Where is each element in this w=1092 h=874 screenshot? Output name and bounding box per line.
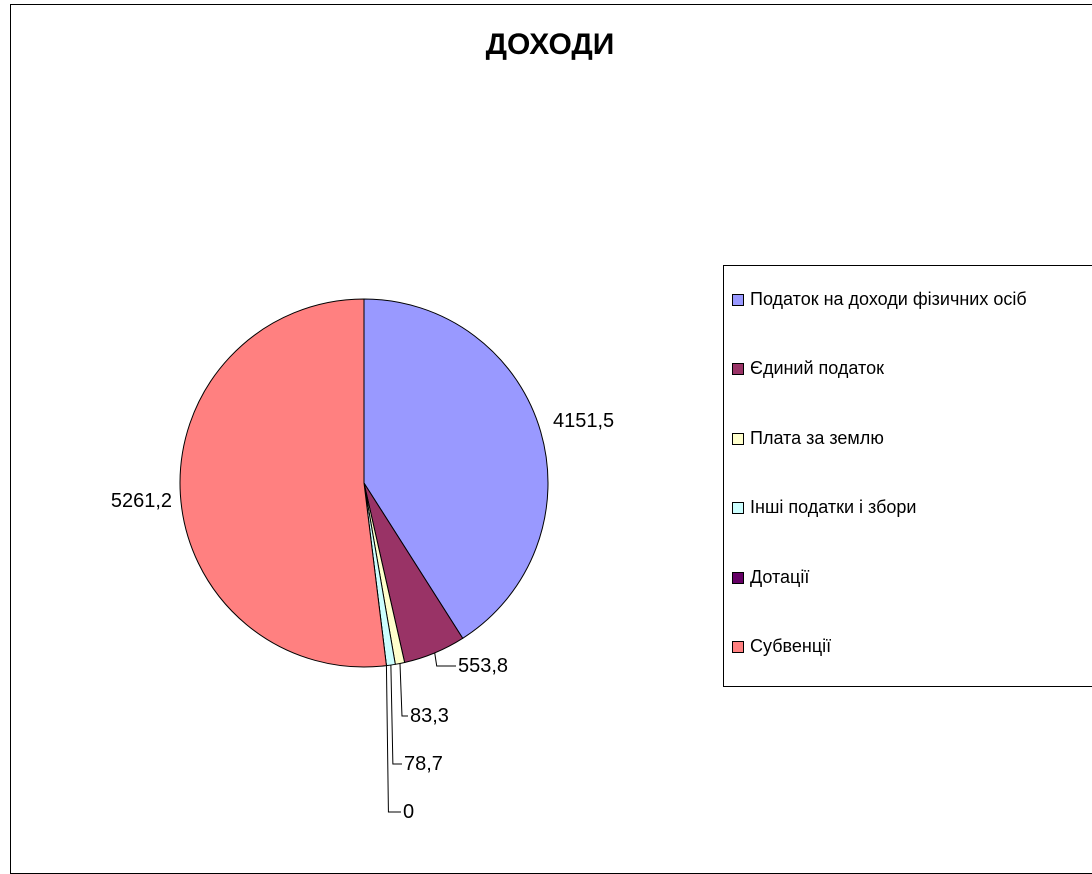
chart-title: ДОХОДИ <box>485 28 615 61</box>
legend-label: Дотації <box>750 567 810 587</box>
data-label: 5261,2 <box>111 490 172 512</box>
legend-swatch <box>732 432 744 445</box>
data-label: 78,7 <box>404 753 443 775</box>
legend-label: Субвенції <box>750 636 832 656</box>
legend-swatch <box>732 501 744 514</box>
legend: Податок на доходи фізичних осіб Єдиний по… <box>723 265 1092 687</box>
data-label: 0 <box>403 801 414 823</box>
legend-label: Єдиний податок <box>750 358 884 378</box>
leader-line <box>390 665 402 765</box>
legend-swatch <box>732 293 744 306</box>
data-label: 553,8 <box>458 655 508 677</box>
leader-line <box>399 663 408 717</box>
pie-slice <box>179 298 387 668</box>
legend-item: Плата за землю <box>732 428 884 449</box>
legend-item: Інші податки і збори <box>732 497 916 518</box>
legend-item: Субвенції <box>732 636 831 657</box>
legend-label: Плата за землю <box>750 428 884 448</box>
legend-swatch <box>732 362 744 375</box>
data-label: 4151,5 <box>553 410 614 432</box>
legend-swatch <box>732 571 744 584</box>
legend-item: Податок на доходи фізичних осіб <box>732 289 1027 310</box>
legend-item: Єдиний податок <box>732 358 884 379</box>
legend-label: Інші податки і збори <box>750 497 917 517</box>
leader-line <box>434 652 456 667</box>
legend-swatch <box>732 640 744 653</box>
data-label: 83,3 <box>410 705 449 727</box>
pie-slice <box>363 298 549 639</box>
leader-line <box>385 665 401 813</box>
legend-item: Дотації <box>732 567 809 588</box>
legend-label: Податок на доходи фізичних осіб <box>750 289 1027 309</box>
